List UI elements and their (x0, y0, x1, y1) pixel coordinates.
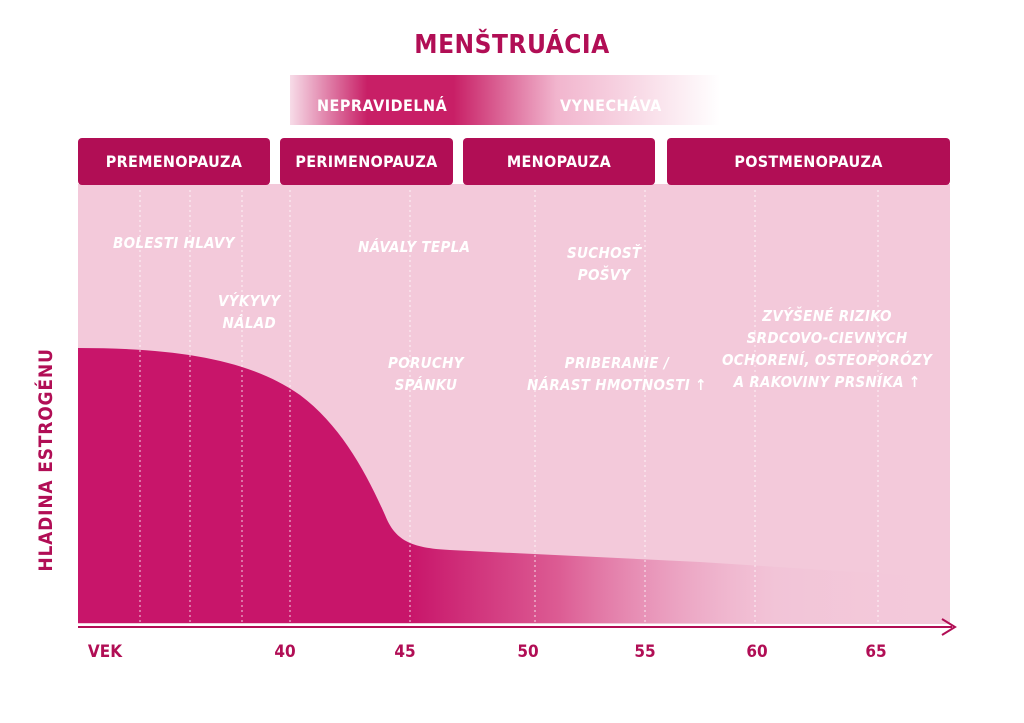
phase-postmenopause: POSTMENOPAUZA (667, 138, 950, 185)
tick-label: 50 (517, 642, 539, 662)
phase-perimenopause: PERIMENOPAUZA (280, 138, 453, 185)
tick-label: 45 (394, 642, 416, 662)
symptom-headache: BOLESTI HLAVY (113, 234, 235, 252)
tick-label: 55 (634, 642, 656, 662)
symptom-hot-flashes: NÁVALY TEPLA (358, 238, 471, 256)
tick-label: 60 (746, 642, 768, 662)
diagram-title: MENŠTRUÁCIA (414, 30, 610, 60)
menstruation-band (290, 75, 720, 125)
tick-label: 40 (274, 642, 296, 662)
phase-premenopause: PREMENOPAUZA (78, 138, 270, 185)
phase-menopause: MENOPAUZA (463, 138, 655, 185)
symptom-mood-swings: VÝKYVY NÁLAD (218, 292, 281, 332)
menstruation-irregular-label: NEPRAVIDELNÁ (317, 96, 448, 115)
symptom-sleep: PORUCHY SPÁNKU (388, 354, 464, 394)
menstruation-missing-label: VYNECHÁVA (560, 96, 662, 115)
axis-arrow (941, 618, 957, 636)
estrogen-curve (78, 348, 950, 623)
y-axis-label: HLADINA ESTROGÉNU (35, 348, 57, 572)
symptom-weight: PRIBERANIE / NÁRAST HMOTNOSTI ↑ (527, 354, 707, 394)
symptom-risk: ZVÝŠENÉ RIZIKO SRDCOVO-CIEVNYCH OCHORENÍ… (722, 307, 933, 391)
symptom-dryness: SUCHOSŤ POŠVY (567, 244, 642, 284)
tick-label: 65 (865, 642, 887, 662)
x-axis-label: VEK (87, 642, 123, 662)
